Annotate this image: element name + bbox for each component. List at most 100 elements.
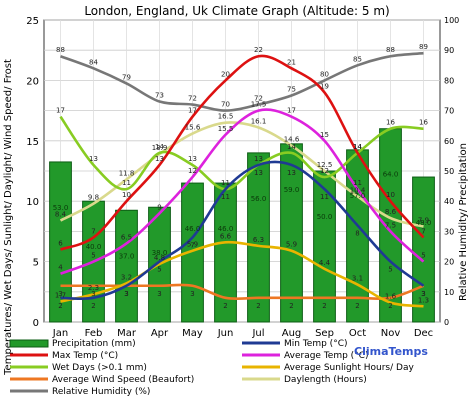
x-tick-label: Jun [217, 328, 234, 339]
data-label: 11 [221, 193, 230, 201]
data-label: 13 [155, 155, 164, 163]
legend-swatch [9, 339, 49, 348]
data-label: 75 [287, 86, 296, 94]
precipitation-bar [49, 161, 72, 323]
data-label: 72 [188, 95, 197, 103]
data-label: 14.6 [284, 136, 300, 144]
data-label: 72 [254, 95, 263, 103]
x-tick-label: Jul [251, 328, 264, 339]
series-lines: 53.0 40.0 37.0 38.0 46.0 46.0 56.0 59.0 50.0 57.0… [53, 43, 432, 310]
data-label: 12 [188, 167, 197, 175]
data-label: 4.8 [154, 254, 165, 262]
data-label: 1.7 [55, 291, 66, 299]
data-label: 22 [254, 46, 263, 54]
series-line-daylength-hours [59, 121, 424, 228]
data-label: 3 [157, 290, 161, 298]
precipitation-value-label: 59.0 [284, 186, 300, 194]
precipitation-value-label: 50.0 [317, 213, 333, 221]
series-line-average-temp-c [60, 108, 425, 275]
precipitation-bars [49, 128, 435, 323]
x-tick-label: Oct [349, 328, 366, 339]
y-left-tick-label: 0 [33, 318, 39, 329]
y-right-tick-label: 80 [444, 76, 454, 85]
legend-label: Average Sunlight Hours/ Day [284, 363, 414, 373]
y-left-tick-label: 15 [26, 137, 39, 148]
data-label: 8.4 [55, 211, 67, 219]
data-label: 79 [122, 73, 131, 81]
data-label: 13 [188, 155, 197, 163]
legend-label: Average Temp (°C) [284, 351, 368, 361]
data-label: 12 [320, 167, 329, 175]
data-label: 13 [254, 169, 263, 177]
x-tick-label: Sep [315, 328, 334, 339]
data-label: 3.2 [121, 273, 132, 281]
data-label: 7.5 [385, 221, 396, 229]
data-label: 13 [89, 155, 98, 163]
data-label: 8.6 [385, 208, 397, 216]
series-line-min-temp-c [60, 160, 425, 301]
data-label: 5 [388, 266, 392, 274]
y-left-tick-label: 5 [33, 258, 39, 269]
data-label: 5.9 [187, 241, 198, 249]
precipitation-bar [214, 182, 237, 323]
data-label: 3 [190, 290, 194, 298]
precipitation-bar [247, 152, 270, 323]
data-label: 84 [89, 58, 98, 66]
data-label: 15 [320, 131, 329, 139]
data-label: 17 [287, 107, 296, 115]
data-label: 16.5 [218, 113, 234, 121]
data-label: 3.1 [352, 275, 363, 283]
data-label: 5 [91, 252, 95, 260]
y-right-tick-label: 50 [444, 167, 454, 176]
data-label: 9 [157, 203, 161, 211]
data-label: 2.3 [88, 284, 99, 292]
precipitation-value-label: 40.0 [86, 243, 102, 251]
y-axis-right-label: Relative Humidity/ Precipitation [458, 143, 469, 301]
data-label: 88 [386, 46, 395, 54]
data-label: 1.3 [418, 296, 429, 304]
data-label: 15.6 [185, 124, 201, 132]
data-label: 10 [386, 191, 395, 199]
x-tick-label: May [182, 328, 203, 339]
legend-label: Max Temp (°C) [52, 351, 118, 361]
y-right-tick-label: 0 [444, 318, 449, 327]
y-right-tick-label: 70 [444, 107, 454, 116]
data-label: 3 [91, 290, 95, 298]
series-line-average-sunlight-hours-day [60, 240, 424, 308]
data-label: 80 [320, 70, 329, 78]
data-label: 19 [320, 82, 329, 90]
data-label: 6.6 [220, 232, 232, 240]
data-label: 85 [353, 55, 362, 63]
y-left-tick-label: 10 [26, 197, 39, 208]
data-label: 11 [353, 179, 362, 187]
data-label: 3 [58, 290, 62, 298]
data-label: 8 [355, 229, 359, 237]
y-axis-left-label: Temperatures/ Wet Days/ Sunlight/ Daylig… [3, 59, 14, 376]
legend-label: Relative Humidity (%) [52, 387, 150, 397]
data-label: 5 [157, 266, 161, 274]
data-label: 5 [421, 252, 425, 260]
precipitation-value-label: 57.0 [350, 192, 366, 200]
data-label: 70 [221, 101, 230, 109]
data-label: 16.1 [251, 118, 267, 126]
data-label: 3 [421, 290, 425, 298]
legend-label: Wet Days (>0.1 mm) [52, 363, 147, 373]
series-line-wet-days-0-1-mm [59, 115, 424, 191]
precipitation-value-label: 64.0 [383, 171, 399, 179]
data-label: 13.9 [152, 144, 168, 152]
data-label: 9.8 [88, 194, 99, 202]
data-label: 88 [56, 46, 65, 54]
y-right-tick-label: 100 [444, 16, 459, 25]
data-label: 3 [124, 290, 128, 298]
legend-label: Min Temp (°C) [284, 339, 347, 349]
precipitation-value-label: 48.0 [416, 219, 432, 227]
data-label: 11 [122, 179, 131, 187]
data-label: 6.5 [121, 233, 132, 241]
data-label: 7 [421, 227, 425, 235]
data-label: 89 [419, 43, 428, 51]
data-label: 2 [91, 302, 95, 310]
legend-label: Average Wind Speed (Beaufort) [52, 375, 194, 385]
y-right-tick-label: 40 [444, 197, 454, 206]
legend: Precipitation (mm) Min Temp (°C) Max Temp … [9, 339, 414, 397]
